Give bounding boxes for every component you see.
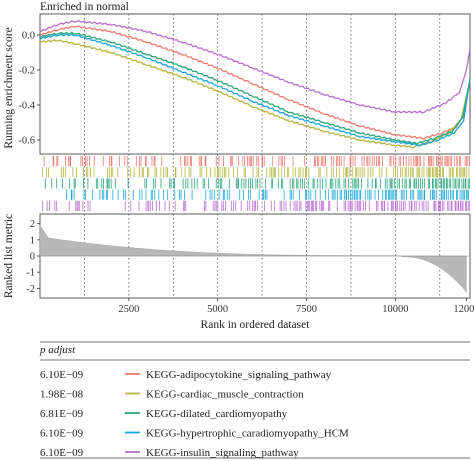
table-row: 6.10E−09 KEGG-adipocytokine_signaling_pat… [40,369,332,381]
metric-tick-label: 1 [30,235,35,246]
metric-tick-label: -2 [26,284,35,295]
chart-layer: 0.0 -0.2 -0.4 -0.6 2 1 0 -1 -2 2500 5000 7500 10000 1… [18,13,474,459]
ranked-metric-area [39,224,467,293]
pathway-name: KEGG-hypertrophic_caradiomyopathy_HCM [146,428,349,440]
table-row: 6.10E−09 KEGG-insulin_signaling_pathway [40,447,299,459]
es-curve-KEGG-adipocytokine_signaling_pathway [39,25,471,140]
chart-title: Enriched in normal [40,1,129,13]
es-curve-KEGG-hypertrophic_caradiomyopathy_HCM [39,33,471,147]
table-row: 1.98E−08 KEGG-cardiac_muscle_contraction [40,389,304,401]
es-curve-KEGG-dilated_cardiomyopathy [39,31,471,146]
x-axis-title: Rank in ordered dataset [201,319,311,331]
hits-KEGG-adipocytokine_signaling_pathway [43,156,470,167]
pathway-name: KEGG-insulin_signaling_pathway [146,447,299,459]
metric-ylabel: Ranked list metric [3,214,15,298]
pathway-name: KEGG-dilated_cardiomyopathy [146,408,288,420]
x-tick-label: 10000 [382,304,408,315]
x-tick-label: 5000 [207,304,228,315]
x-tick-label: 12000 [453,304,474,315]
es-tick-label: -0.6 [18,136,35,147]
metric-tick-label: 2 [30,219,35,230]
p-adjust-value: 6.81E−09 [40,408,84,420]
es-curve-KEGG-insulin_signaling_pathway [39,19,471,114]
p-adjust-value: 6.10E−09 [40,428,84,440]
hits-KEGG-hypertrophic_caradiomyopathy_HCM [66,189,470,200]
es-curve-KEGG-cardiac_muscle_contraction [39,39,471,149]
es-tick-label: -0.2 [18,66,35,77]
pathway-name: KEGG-adipocytokine_signaling_pathway [146,369,332,381]
table-row: 6.81E−09 KEGG-dilated_cardiomyopathy [40,408,288,420]
es-panel-frame [39,13,471,155]
p-adjust-value: 6.10E−09 [40,447,84,459]
metric-tick-label: 0 [30,252,35,263]
hits-KEGG-insulin_signaling_pathway [42,200,470,211]
pathway-name: KEGG-cardiac_muscle_contraction [146,389,304,401]
hits-KEGG-cardiac_muscle_contraction [42,167,470,178]
es-tick-label: -0.4 [18,101,35,112]
p-adjust-value: 6.10E−09 [40,369,84,381]
es-tick-label: 0.0 [22,31,35,42]
table-header: p adjust [39,344,76,356]
x-tick-label: 2500 [118,304,139,315]
p-adjust-value: 1.98E−08 [40,389,84,401]
table-row: 6.10E−09 KEGG-hypertrophic_caradiomyopath… [40,428,349,440]
metric-tick-label: -1 [26,268,35,279]
hits-KEGG-dilated_cardiomyopathy [44,178,470,189]
x-tick-label: 7500 [296,304,317,315]
es-ylabel: Running enrichment score [3,27,15,148]
